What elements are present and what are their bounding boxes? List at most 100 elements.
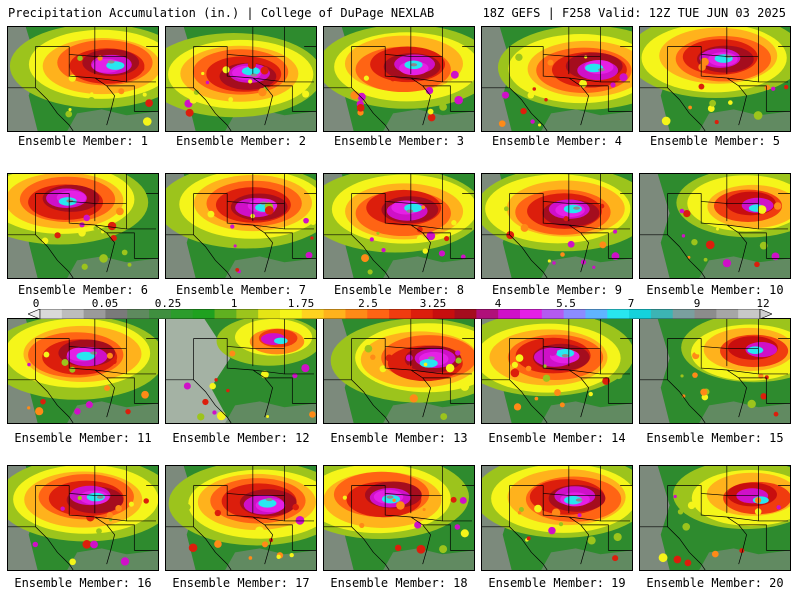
precip-cell [261, 541, 269, 548]
precip-cell [216, 411, 226, 421]
state-borders [324, 174, 474, 278]
precip-cell [78, 228, 86, 237]
gulf-region [67, 256, 158, 278]
precip-contour [90, 351, 98, 355]
gulf-region [383, 109, 474, 131]
precip-cell [41, 237, 49, 245]
ensemble-map-panel [165, 173, 317, 279]
precip-cell [197, 413, 205, 421]
precip-cell [185, 108, 194, 117]
ensemble-member-label: Ensemble Member: 6 [17, 283, 149, 297]
precip-cell [700, 57, 709, 67]
precip-cell [106, 352, 113, 359]
colorbar-tick-label: 0 [32, 297, 40, 310]
precip-cell [554, 389, 561, 396]
colorbar-swatch [607, 309, 630, 319]
precip-cell [77, 55, 83, 61]
precip-cell [120, 557, 130, 566]
colorbar-swatch [170, 309, 194, 319]
precip-cell [548, 526, 556, 535]
precip-contour [250, 73, 258, 77]
ensemble-member-label: Ensemble Member: 20 [646, 576, 784, 590]
colorbar-swatch [83, 309, 106, 319]
precip-cell [32, 541, 39, 548]
precip-cell [542, 374, 551, 382]
state-borders [482, 27, 632, 131]
colorbar-swatch [410, 309, 434, 319]
precip-cell [74, 408, 81, 415]
ensemble-map-panel [323, 173, 475, 279]
ensemble-member-label: Ensemble Member: 17 [172, 576, 310, 590]
precip-cell [681, 394, 686, 398]
precip-cell [258, 87, 267, 97]
colorbar-tick-label: 0.25 [154, 297, 182, 310]
precip-contour [386, 495, 394, 499]
colorbar-swatch [40, 309, 63, 319]
precip-cell [422, 507, 426, 512]
ensemble-member-label: Ensemble Member: 11 [14, 431, 152, 445]
precip-cell [771, 252, 780, 261]
colorbar-swatch [127, 309, 150, 319]
colorbar-tick-label: 2.5 [358, 297, 378, 310]
ensemble-map-panel [7, 173, 159, 279]
precip-cell [396, 501, 405, 510]
precip-cell [207, 210, 215, 218]
precip-cell [579, 79, 587, 88]
ensemble-map-panel [481, 318, 633, 424]
precip-cell [681, 234, 686, 238]
precip-cell [613, 229, 618, 234]
precip-cell [588, 391, 593, 397]
precip-cell [357, 92, 366, 102]
precip-cell [773, 411, 779, 417]
precip-cell [385, 354, 393, 362]
precip-cell [444, 235, 450, 242]
precip-cell [498, 120, 506, 127]
precip-cell [342, 495, 347, 500]
precip-cell [414, 521, 422, 529]
state-borders [324, 319, 474, 423]
ensemble-member-label: Ensemble Member: 16 [14, 576, 152, 590]
precip-map [8, 27, 158, 131]
ensemble-map-panel [323, 26, 475, 132]
precip-cell [363, 75, 370, 81]
ensemble-member-label: Ensemble Member: 15 [646, 431, 784, 445]
precip-cell [700, 388, 708, 396]
precip-cell [673, 555, 682, 564]
precip-cell [515, 53, 523, 61]
precip-cell [193, 89, 200, 95]
precip-contour [406, 209, 414, 213]
precip-cell [515, 354, 524, 362]
colorbar-tick-label: 1.75 [287, 297, 315, 310]
ensemble-member-label: Ensemble Member: 19 [488, 576, 626, 590]
gulf-region [699, 401, 790, 423]
ensemble-member-label: Ensemble Member: 7 [175, 283, 307, 297]
precip-cell [408, 364, 413, 369]
precip-cell [381, 247, 386, 253]
precip-cell [757, 205, 767, 214]
precip-map [166, 466, 316, 570]
precip-cell [205, 80, 210, 85]
precip-cell [684, 559, 692, 567]
precip-cell [427, 108, 434, 115]
state-borders [482, 319, 632, 423]
ensemble-member-label: Ensemble Member: 18 [330, 576, 468, 590]
precip-cell [83, 214, 90, 222]
precip-cell [81, 263, 88, 270]
precip-cell [264, 206, 274, 215]
precip-cell [599, 241, 607, 249]
precip-cell [255, 526, 264, 536]
precip-cell [69, 366, 76, 373]
precip-cell [445, 363, 455, 373]
colorbar-tick-label: 4 [494, 297, 502, 310]
precip-cell [427, 113, 436, 122]
precip-cell [679, 494, 684, 499]
ensemble-member-label: Ensemble Member: 12 [172, 431, 310, 445]
gulf-region [225, 256, 316, 278]
precip-cell [310, 219, 316, 226]
precip-cell [214, 540, 222, 548]
ensemble-member-label: Ensemble Member: 3 [333, 134, 465, 148]
precip-cell [426, 231, 436, 241]
precip-contour [410, 63, 418, 67]
precip-cell [359, 522, 365, 529]
precip-cell [356, 104, 365, 112]
